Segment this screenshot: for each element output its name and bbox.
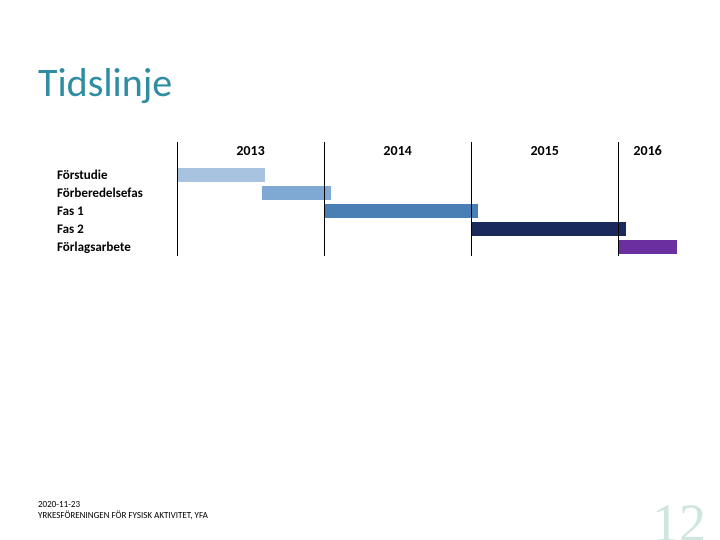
row-label: Förlagsarbete <box>57 240 131 255</box>
footer: 2020-11-23 YRKESFÖRENINGEN FÖR FYSISK AK… <box>38 500 208 522</box>
row-label: Fas 1 <box>57 204 84 219</box>
timeline-row: Förstudie <box>57 166 677 184</box>
gantt-bar <box>618 240 677 254</box>
chart-rows: Förstudie Förberedelsefas Fas 1 Fas 2 Förlag… <box>57 166 677 256</box>
row-label: Fas 2 <box>57 222 84 237</box>
row-label: Förberedelsefas <box>57 186 143 201</box>
row-label: Förstudie <box>57 168 108 183</box>
chart-grid: Förstudie Förberedelsefas Fas 1 Fas 2 Förlag… <box>57 166 677 256</box>
timeline-row: Förberedelsefas <box>57 184 677 202</box>
page-title: Tidslinje <box>38 58 172 107</box>
gantt-bar <box>324 204 478 218</box>
page-number-text: 12 <box>652 493 706 540</box>
footer-org: YRKESFÖRENINGEN FÖR FYSISK AKTIVITET, YF… <box>38 511 208 522</box>
gantt-bar <box>471 222 625 236</box>
year-label: 2015 <box>530 142 558 159</box>
gridline <box>324 142 325 256</box>
timeline-chart: 2013 2014 2015 2016 Förstudie Förberedelsefa… <box>57 142 677 256</box>
gantt-bar <box>177 168 265 182</box>
year-label: 2013 <box>236 142 264 159</box>
timeline-row: Förlagsarbete <box>57 238 677 256</box>
gridline <box>618 142 619 256</box>
slide: Tidslinje 2013 2014 2015 2016 Förstudie Förb… <box>0 0 720 540</box>
page-number: 12 <box>652 492 706 540</box>
year-label: 2014 <box>383 142 411 159</box>
gridline <box>471 142 472 256</box>
gantt-bar <box>262 186 331 200</box>
year-axis: 2013 2014 2015 2016 <box>57 142 677 164</box>
year-label: 2016 <box>633 142 661 159</box>
gridline <box>177 142 178 256</box>
title-text: Tidslinje <box>38 58 172 107</box>
